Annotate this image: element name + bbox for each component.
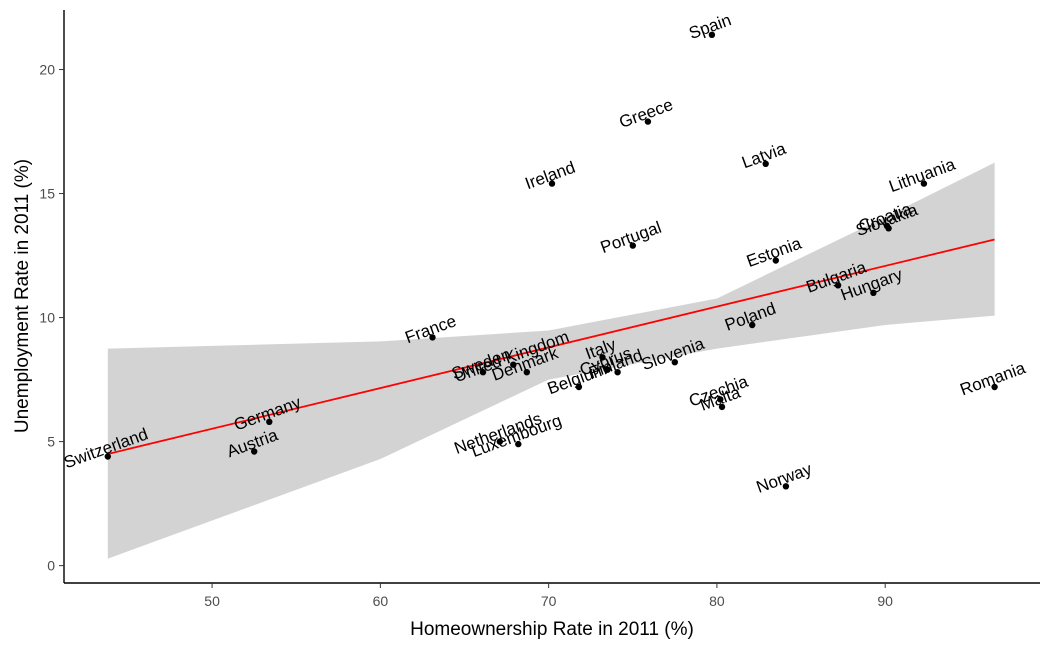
point-portugal: [629, 242, 636, 249]
label-norway: Norway: [754, 459, 815, 497]
point-poland: [749, 321, 756, 329]
point-sweden: [479, 369, 487, 376]
point-ireland: [548, 180, 556, 187]
regression-line: [107, 238, 995, 455]
x-tick-label: 70: [541, 593, 557, 609]
point-austria: [251, 448, 258, 455]
confidence-band: [107, 162, 995, 559]
point-malta: [718, 403, 726, 411]
point-italy: [599, 354, 606, 361]
regression-line-layer: [107, 238, 995, 455]
point-slovenia: [671, 359, 678, 366]
point-belgium: [575, 383, 583, 391]
point-greece: [644, 118, 652, 125]
x-axis-title: Homeownership Rate in 2011 (%): [410, 619, 694, 640]
x-tick-label: 50: [204, 593, 220, 609]
point-denmark: [523, 369, 530, 376]
label-greece: Greece: [617, 95, 676, 132]
x-tick-label: 60: [373, 593, 389, 609]
y-tick-label: 5: [47, 434, 55, 450]
label-portugal: Portugal: [598, 218, 664, 258]
point-cyprus: [604, 366, 611, 373]
point-germany: [266, 418, 273, 425]
x-tick-label: 80: [709, 593, 725, 609]
confidence-band-layer: [107, 162, 995, 559]
point-united-kingdom: [510, 361, 517, 368]
point-czechia: [717, 396, 724, 403]
point-norway: [782, 483, 790, 490]
label-ireland: Ireland: [522, 158, 577, 194]
y-tick-label: 10: [39, 310, 55, 326]
label-spain: Spain: [686, 10, 733, 43]
point-estonia: [772, 257, 779, 264]
data-points-layer: [104, 31, 998, 490]
point-bulgaria: [834, 282, 842, 289]
point-luxembourg: [515, 440, 522, 448]
ticks-layer: 50 60 70 80 90 0 5 10 15 20: [39, 62, 893, 609]
point-latvia: [762, 160, 769, 167]
point-netherlands: [496, 438, 503, 445]
x-tick-label: 90: [877, 593, 893, 609]
point-france: [429, 334, 436, 341]
y-tick-label: 0: [47, 558, 55, 574]
point-romania: [991, 383, 998, 391]
point-lithuania: [920, 180, 928, 187]
label-romania: Romania: [957, 358, 1028, 399]
y-tick-label: 20: [39, 62, 55, 78]
label-latvia: Latvia: [739, 139, 789, 173]
point-slovakia: [885, 225, 892, 232]
point-switzerland: [104, 453, 112, 460]
axes-layer: [63, 10, 1040, 584]
point-hungary: [870, 289, 877, 296]
point-finland: [614, 369, 621, 376]
y-axis-title: Unemployment Rate in 2011 (%): [12, 159, 33, 433]
y-tick-label: 15: [39, 186, 55, 202]
point-spain: [708, 31, 716, 38]
